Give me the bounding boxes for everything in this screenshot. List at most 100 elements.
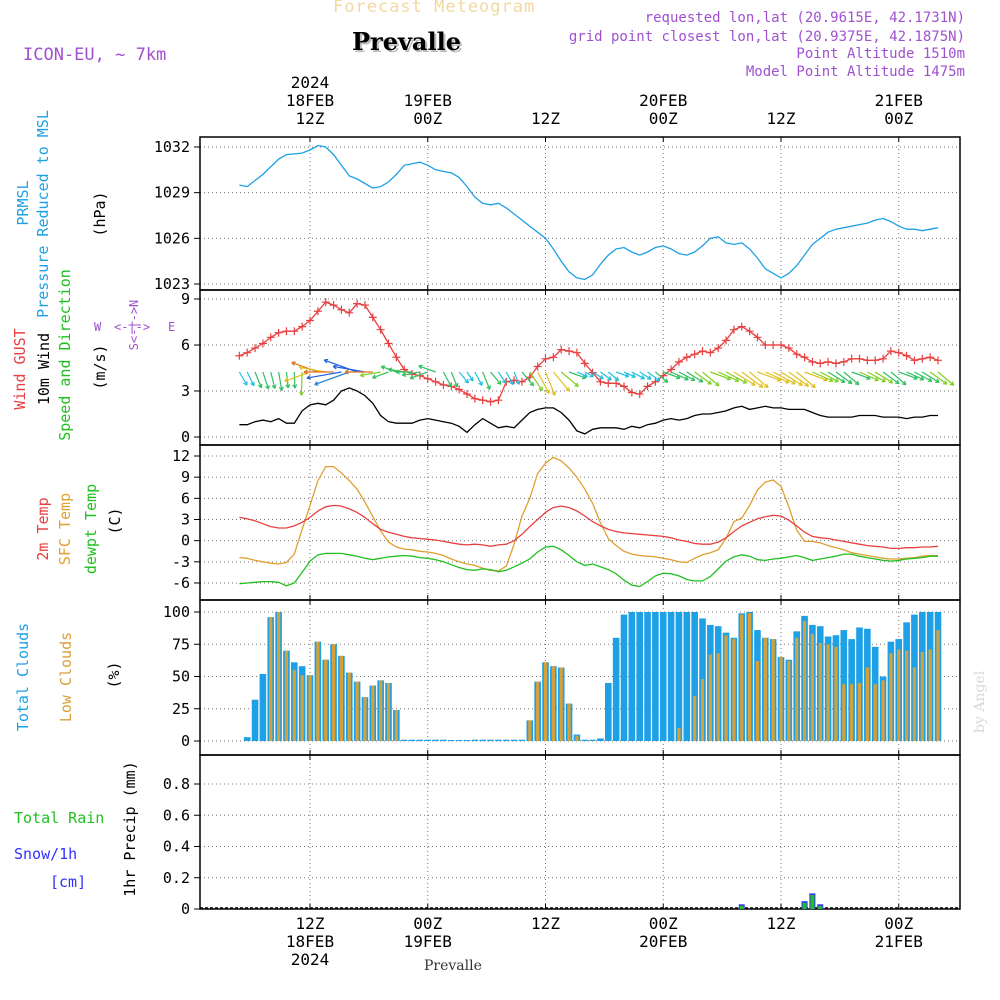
gust-marker <box>871 356 880 365</box>
low-cloud-bar <box>355 681 359 741</box>
wind-direction-arrow <box>592 371 604 380</box>
low-cloud-bar <box>842 684 846 741</box>
gust-marker <box>879 354 888 363</box>
gust-marker <box>243 348 252 357</box>
point-altitude: Point Altitude 1510m <box>796 46 965 62</box>
wind-arrow-head <box>265 384 270 390</box>
low-cloud-bar <box>284 650 289 741</box>
gust-marker <box>533 362 542 371</box>
wind-arrow-head <box>332 364 338 370</box>
wind-arrow-head <box>469 376 474 382</box>
gust-marker <box>690 350 699 359</box>
total-cloud-bar <box>652 612 659 741</box>
compass-arrow: <-|-> <box>114 320 151 334</box>
wind-arrow-head <box>538 386 543 392</box>
wind-direction-arrow <box>521 371 534 387</box>
wind-direction-arrow <box>898 371 918 380</box>
low-cloud-bar <box>936 630 940 741</box>
low-cloud-bar <box>316 641 320 741</box>
wind-direction-arrow <box>560 371 579 387</box>
low-cloud-bar <box>567 703 571 741</box>
low-cloud-bar <box>889 653 893 741</box>
wind-10m-line <box>239 387 938 435</box>
low-cloud-bar <box>379 680 383 741</box>
y-tick-label: 1023 <box>154 275 190 293</box>
model-label: ICON-EU, ~ 7km <box>23 45 167 65</box>
gust-marker <box>423 374 432 383</box>
wind-arrow-head <box>565 387 571 392</box>
gust-marker <box>918 354 927 363</box>
wind-direction-arrow <box>360 371 381 377</box>
wind-direction-arrow <box>867 371 886 383</box>
gust-marker <box>753 333 762 342</box>
wind-gust-line <box>239 301 939 403</box>
low-cloud-bar <box>269 617 273 741</box>
gust-marker <box>345 308 354 317</box>
snow-label: Snow/1h <box>14 845 78 863</box>
y-tick-label: 6 <box>181 489 190 507</box>
wind-arrow-head <box>847 379 853 385</box>
wind-direction-arrow <box>482 371 491 390</box>
wind-direction-arrow <box>299 366 326 373</box>
wind-direction-arrow <box>772 371 796 385</box>
wind-arrow-head <box>614 376 620 382</box>
low-cloud-bar <box>339 655 343 741</box>
total-cloud-bar <box>581 739 589 741</box>
wind-arrow-head <box>545 389 550 394</box>
gust-marker <box>831 359 840 368</box>
wind-arrow-head <box>791 380 796 385</box>
y-tick-label: 75 <box>172 635 190 653</box>
top-time-label: 12Z <box>531 109 560 128</box>
low-cloud-bar <box>543 662 548 741</box>
top-time-label: 18FEB <box>286 91 334 110</box>
wind-arrow-head <box>292 384 298 389</box>
wind-direction-arrow <box>291 361 319 373</box>
low-cloud-bar <box>551 666 555 741</box>
total-cloud-bar <box>589 739 596 741</box>
total-cloud-bar <box>408 739 416 741</box>
low-cloud-bar <box>740 614 744 741</box>
wind-arrow-head <box>285 384 291 389</box>
gust-marker <box>549 353 558 362</box>
top-time-label: 00Z <box>413 109 442 128</box>
wind-direction-arrow <box>835 371 853 385</box>
gust-marker <box>384 339 393 348</box>
wind-direction-arrow <box>717 371 739 382</box>
wind-direction-arrow <box>513 371 520 385</box>
gust-marker <box>486 397 495 406</box>
wind-arrow-head <box>496 380 502 385</box>
y-tick-label: 25 <box>172 700 190 718</box>
panel-5: 0 0.2 0.4 0.6 0.8 <box>163 754 961 918</box>
wind-direction-arrow <box>694 371 712 385</box>
gust-marker <box>910 356 919 365</box>
top-time-label: 21FEB <box>875 91 923 110</box>
wind-direction-arrow <box>670 371 689 381</box>
compass-east: E <box>168 320 176 334</box>
total-cloud-bar <box>683 612 691 741</box>
panel-frame <box>199 754 961 910</box>
y-tick-label: 0 <box>181 900 190 918</box>
gust-marker <box>494 396 503 405</box>
wind-arrow-head <box>372 374 377 380</box>
wind-direction-arrow <box>827 371 846 383</box>
wind-arrow-head <box>934 378 940 384</box>
wind-direction-arrow <box>859 371 879 381</box>
total-cloud-bar <box>675 612 683 741</box>
y-tick-label: 0.8 <box>163 775 190 793</box>
top-time-label: 12Z <box>767 109 796 128</box>
y-tick-label: 0 <box>181 732 190 750</box>
station-title: Prevalle <box>352 27 461 56</box>
gust-marker <box>674 357 683 366</box>
y-tick-label: 0.2 <box>163 869 190 887</box>
gust-marker <box>565 347 574 356</box>
wind-direction-arrow <box>819 371 839 383</box>
wind-direction-arrow <box>270 371 276 389</box>
low-cloud-bar <box>536 681 540 741</box>
gust-marker <box>478 396 487 405</box>
gust-marker <box>682 353 691 362</box>
wind-arrow-head <box>529 381 535 387</box>
wind-direction-arrow <box>544 371 556 396</box>
total-cloud-bar <box>636 612 643 741</box>
wind-direction-arrow <box>631 371 645 380</box>
low-cloud-bar <box>748 613 752 741</box>
